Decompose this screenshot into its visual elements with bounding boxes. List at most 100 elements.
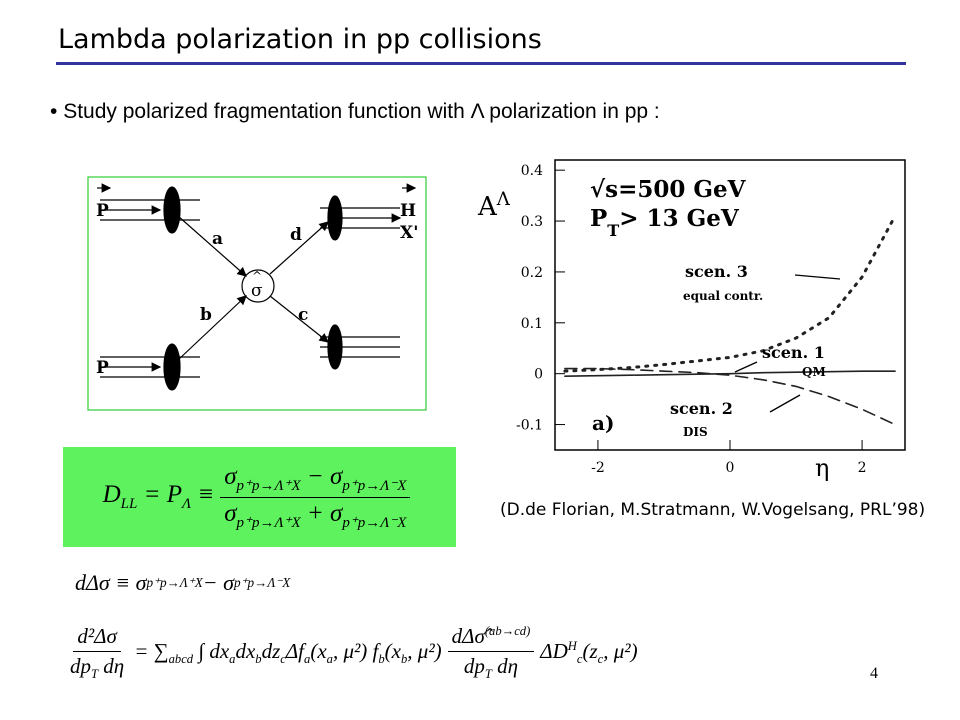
diagram-label: d	[290, 225, 302, 245]
formula-text: a	[326, 652, 333, 667]
series-label: scen. 3	[685, 262, 748, 281]
formula-text: dp	[70, 654, 91, 678]
fraction: dΔσ̂(ab→cd) dpT dη	[447, 622, 535, 684]
x-tick-label: 2	[858, 460, 867, 476]
diagram-label: P	[96, 201, 109, 221]
formula-part: ΔDHc(zc, μ²)	[540, 639, 637, 667]
formula-text: LL	[120, 496, 138, 512]
feynman-diagram: ^	[87, 176, 427, 411]
formula-text: b	[255, 652, 262, 667]
diagram-frame	[87, 176, 427, 411]
formula-text: T	[91, 667, 99, 682]
chart-text: > 13 GeV	[619, 205, 740, 232]
bullet: • Study polarized fragmentation function…	[50, 100, 660, 123]
y-tick-label: 0	[534, 367, 543, 383]
y-tick-label: -0.1	[516, 418, 543, 434]
formula-text: , μ²)	[407, 639, 442, 663]
fraction: σp⁺p→Λ⁺X − σp⁺p→Λ⁻X σp⁺p→Λ⁺X + σp⁺p→Λ⁻X	[220, 461, 411, 534]
diagram-label: c	[298, 305, 308, 325]
formula-text: + σ	[300, 499, 343, 527]
formula-text: (z	[582, 639, 598, 663]
y-axis-label: AΛ	[477, 189, 511, 223]
series-note: QM	[802, 365, 826, 379]
annotation: a)	[592, 411, 614, 435]
formula-3: d²Δσ dpT dη = ∑abcd ∫ dxadxbdzcΔfa(xa, μ²…	[60, 622, 638, 684]
x-axis-label: η	[815, 454, 829, 482]
formula-text: ∫ dx	[193, 639, 230, 663]
formula-dll: DLL = PΛ ≡ σp⁺p→Λ⁺X − σp⁺p→Λ⁻X σp⁺p→Λ⁺X + …	[63, 447, 456, 547]
denominator: σp⁺p→Λ⁺X + σp⁺p→Λ⁻X	[220, 498, 410, 534]
formula-text: p⁺p→Λ⁺X	[236, 477, 301, 494]
formula-text: dΔσ ≡ σ	[75, 570, 147, 595]
formula-text: p⁺p→Λ⁺X	[236, 514, 301, 531]
formula-text: p⁺p→Λ⁻X	[342, 477, 407, 494]
formula-text: p⁺p→Λ⁻X	[342, 514, 407, 531]
chart-text: a)	[592, 411, 614, 435]
denominator: dpT dη	[66, 652, 128, 684]
formula-text: (x	[310, 639, 327, 663]
chart-text: A	[477, 192, 498, 222]
formula-text: dz	[261, 639, 281, 663]
formula-text: = P	[137, 481, 183, 508]
formula-text: ≡	[191, 481, 215, 508]
formula-text: H	[567, 639, 577, 653]
formula-lhs: DLL = PΛ ≡	[103, 481, 215, 513]
formula-text: σ	[224, 499, 237, 527]
y-tick-label: 0.3	[521, 214, 543, 230]
leader-line	[734, 361, 758, 373]
title-rule	[56, 62, 906, 65]
formula-text: a	[229, 652, 236, 667]
x-tick-label: 0	[726, 460, 735, 476]
formula-text: b	[401, 652, 408, 667]
diagram-labels: P a d H X' σ b c P	[96, 201, 418, 378]
formula-text: b	[378, 652, 385, 667]
formula-text: c	[280, 652, 286, 667]
leader-line	[794, 274, 841, 280]
series-label: scen. 1	[762, 343, 825, 362]
formula-text: (ab→cd)	[484, 624, 531, 638]
diagram-label: H	[400, 201, 416, 221]
formula-text: c	[597, 652, 604, 667]
annotation: PT> 13 GeV	[590, 205, 740, 240]
y-tick-label: 0.2	[521, 265, 543, 281]
formula-text: dp	[463, 654, 485, 678]
formula-text: c	[576, 652, 583, 667]
diagram-label: X'	[400, 223, 418, 243]
formula-text: a	[304, 652, 311, 667]
denominator: dpT dη	[460, 652, 522, 684]
line-series	[564, 370, 896, 378]
page-number: 4	[870, 665, 878, 682]
formula-text: D	[102, 481, 121, 508]
citation: (D.de Florian, M.Stratmann, W.Vogelsang,…	[500, 500, 926, 520]
slide-title: Lambda polarization in pp collisions	[58, 24, 542, 55]
chart-text: T	[607, 221, 619, 240]
annotation: √s=500 GeV	[590, 176, 747, 203]
chart-text: P	[590, 205, 607, 232]
formula-text: d²Δσ	[77, 624, 117, 648]
formula-text: (x	[384, 639, 401, 663]
x-tick-label: -2	[591, 460, 605, 476]
chart-text: √s=500 GeV	[590, 176, 747, 203]
series-note: equal contr.	[683, 289, 763, 303]
formula-text: abcd	[168, 652, 194, 667]
formula-text: , μ²) f	[332, 639, 379, 663]
diagram-label: P	[96, 358, 109, 378]
fraction: d²Δσ dpT dη	[66, 622, 128, 684]
numerator: d²Δσ	[73, 622, 121, 652]
diagram-label: a	[212, 229, 223, 249]
line-series	[564, 367, 896, 426]
svg-text:^: ^	[252, 269, 262, 283]
diagram-label: b	[200, 305, 212, 325]
formula-text: T	[484, 667, 492, 682]
formula-text: p⁺p→Λ⁺X	[146, 575, 203, 590]
formula-part: = ∑abcd ∫ dxadxbdzcΔfa(xa, μ²) fb(xb, μ²…	[134, 639, 441, 667]
series-note: DIS	[683, 425, 708, 439]
formula-text: dΔσ̂	[451, 624, 485, 648]
formula-text: − σ	[300, 462, 343, 490]
formula-text: Δf	[285, 639, 305, 663]
series-label: scen. 2	[670, 399, 733, 418]
formula-text: dx	[235, 639, 256, 663]
